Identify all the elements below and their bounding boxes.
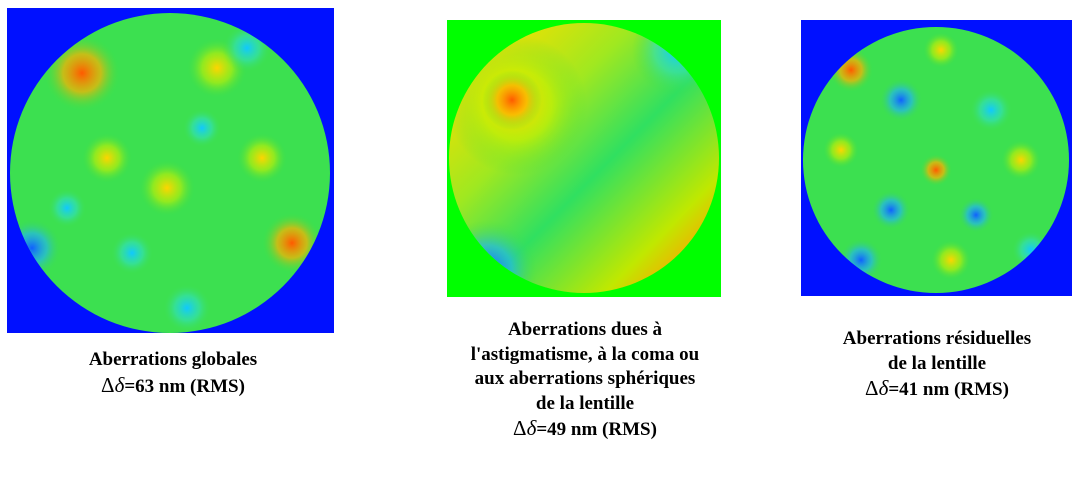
global-aberration-map [7,8,334,333]
caption-line: aux aberrations sphériques [474,368,696,389]
rms-value: =41 nm (RMS) [888,379,1009,400]
caption-line: Aberrations dues à [507,319,663,340]
caption-line: Aberrations résiduelles [842,328,1032,349]
delta-variable: δ [526,416,537,440]
delta-symbol: Δ [865,376,879,400]
rms-measure: Δδ=49 nm (RMS) [435,416,735,443]
delta-variable: δ [114,372,125,397]
residual-aberration-map [801,20,1072,296]
caption-line: l'astigmatisme, à la coma ou [470,343,700,365]
delta-symbol: Δ [101,372,115,397]
caption: Aberrations globales Δδ=63 nm (RMS) [23,348,323,399]
caption-line: de la lentille [535,392,635,414]
rms-measure: Δδ=41 nm (RMS) [787,376,1078,403]
delta-symbol: Δ [513,416,527,440]
caption-line: Aberrations globales [88,349,258,370]
astigmatism-map [447,20,721,297]
caption-line: de la lentille [887,352,987,374]
rms-value: =49 nm (RMS) [536,419,657,440]
rms-measure: Δδ=63 nm (RMS) [23,373,323,400]
rms-value: =63 nm (RMS) [124,375,245,397]
delta-variable: δ [878,376,889,400]
caption: Aberrations résiduelles de la lentille Δδ=… [787,327,1078,403]
caption: Aberrations dues à l'astigmatisme, à la c… [435,318,735,443]
